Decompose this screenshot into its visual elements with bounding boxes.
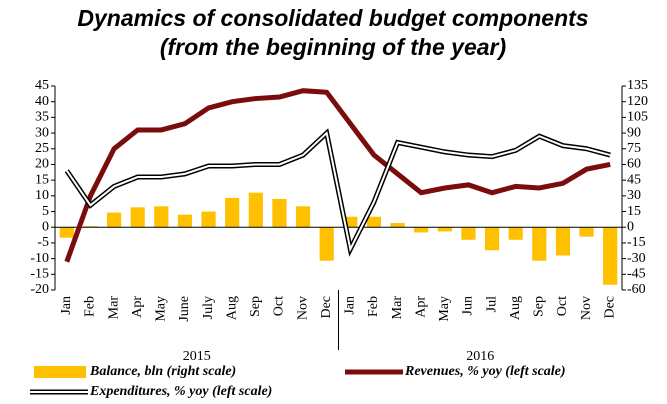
line-inner: [65, 131, 611, 253]
bar: [414, 227, 429, 233]
x-tick-label: Mar: [106, 296, 121, 320]
bar: [532, 227, 547, 261]
bar: [225, 197, 240, 228]
x-tick-label: Nov: [579, 296, 594, 320]
x-tick-label: Feb: [366, 296, 381, 317]
y-tick-label: -20: [30, 282, 49, 297]
y2-tick-label: 30: [627, 188, 641, 203]
bar: [130, 207, 145, 228]
x-tick-label: Feb: [83, 296, 98, 317]
bar: [484, 227, 500, 251]
y-tick-label: 20: [35, 157, 49, 172]
x-tick-label: Dec: [602, 296, 617, 319]
y2-tick-label: -45: [627, 267, 646, 282]
x-tick-label: Jul: [484, 296, 499, 312]
y-tick-label: -15: [30, 267, 49, 282]
x-tick-label: Apr: [413, 296, 428, 318]
x-tick-label: Nov: [295, 296, 310, 320]
bar: [201, 211, 216, 228]
legend-label: Balance, bln (right scale): [89, 364, 236, 379]
y-tick-label: 5: [42, 204, 49, 219]
x-tick-label: Sep: [532, 296, 547, 317]
x-tick-label: Jan: [343, 296, 358, 315]
y2-tick-label: 135: [627, 78, 648, 93]
x-group-label: 2015: [183, 349, 211, 364]
y2-tick-label: -60: [627, 282, 646, 297]
x-tick-label: Dec: [319, 296, 334, 319]
x-tick-label: Sep: [248, 296, 263, 317]
bar: [177, 214, 193, 228]
bar: [295, 206, 311, 228]
x-tick-label: May: [437, 296, 452, 322]
y2-tick-label: 120: [627, 94, 648, 109]
y-tick-label: -5: [37, 235, 49, 250]
bar: [83, 226, 98, 228]
chart-subtitle: (from the beginning of the year): [160, 34, 506, 60]
legend-label: Revenues, % yoy (left scale): [404, 364, 566, 379]
y2-tick-label: 105: [627, 110, 648, 125]
bar: [437, 227, 452, 232]
bar: [154, 206, 169, 228]
x-tick-label: Oct: [555, 296, 570, 316]
chart-title: Dynamics of consolidated budget componen…: [77, 5, 588, 31]
x-tick-label: June: [177, 296, 192, 322]
y2-tick-label: 60: [627, 157, 641, 172]
y-tick-label: 10: [35, 188, 49, 203]
bar: [603, 227, 618, 285]
legend-swatch: [34, 366, 86, 378]
x-tick-label: Aug: [508, 296, 523, 320]
x-tick-label: Jun: [461, 296, 476, 315]
bar: [319, 227, 334, 261]
y-tick-label: 40: [35, 94, 49, 109]
y-tick-label: 30: [35, 125, 49, 140]
bar: [555, 227, 571, 256]
y2-tick-label: 0: [627, 219, 634, 234]
y-tick-label: 25: [35, 141, 49, 156]
x-tick-label: Aug: [224, 296, 239, 320]
y-tick-label: 15: [35, 172, 49, 187]
y2-tick-label: 15: [627, 204, 641, 219]
x-tick-label: Oct: [272, 296, 287, 316]
x-tick-label: Mar: [390, 296, 405, 320]
line: [64, 88, 611, 263]
bar: [59, 227, 74, 238]
bar: [579, 227, 594, 237]
x-tick-label: Jan: [59, 296, 74, 315]
bar: [248, 192, 263, 228]
x-tick-label: July: [201, 296, 216, 319]
x-tick-label: May: [154, 296, 169, 322]
bar: [343, 216, 358, 228]
y2-tick-label: 45: [627, 172, 641, 187]
bar: [106, 212, 122, 228]
bar: [508, 227, 523, 240]
y-tick-label: 35: [35, 110, 49, 125]
y-tick-label: -10: [30, 251, 49, 266]
x-group-label: 2016: [466, 349, 494, 364]
y2-tick-label: 75: [627, 141, 641, 156]
bar: [366, 216, 382, 228]
bar: [461, 227, 476, 240]
y-tick-label: 45: [35, 78, 49, 93]
legend-label: Expenditures, % yoy (left scale): [89, 384, 272, 399]
y2-tick-label: -15: [627, 235, 646, 250]
bar: [272, 198, 287, 228]
bar: [390, 223, 405, 228]
y2-tick-label: -30: [627, 251, 646, 266]
x-tick-label: Apr: [130, 296, 145, 318]
y2-tick-label: 90: [627, 125, 641, 140]
y-tick-label: 0: [42, 219, 49, 234]
